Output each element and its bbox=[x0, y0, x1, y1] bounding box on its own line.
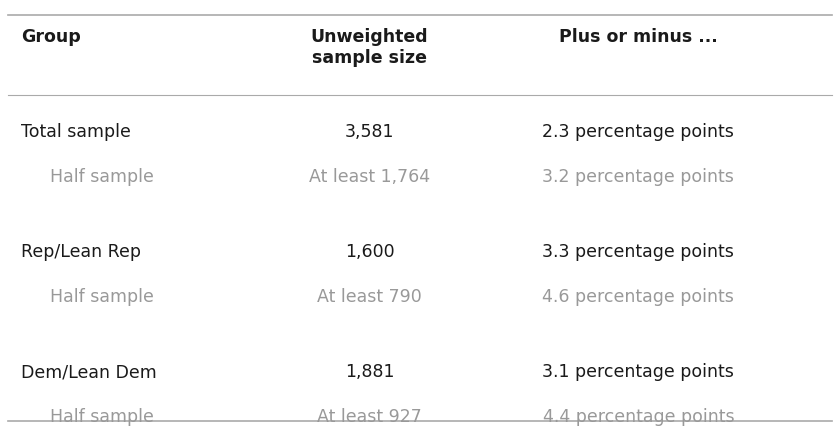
Text: At least 790: At least 790 bbox=[318, 288, 422, 306]
Text: Rep/Lean Rep: Rep/Lean Rep bbox=[21, 243, 141, 261]
Text: 1,600: 1,600 bbox=[344, 243, 395, 261]
Text: 4.4 percentage points: 4.4 percentage points bbox=[543, 408, 734, 427]
Text: 2.3 percentage points: 2.3 percentage points bbox=[543, 123, 734, 141]
Text: 3,581: 3,581 bbox=[345, 123, 394, 141]
Text: Unweighted
sample size: Unweighted sample size bbox=[311, 28, 428, 67]
Text: 3.3 percentage points: 3.3 percentage points bbox=[543, 243, 734, 261]
Text: 1,881: 1,881 bbox=[345, 363, 394, 381]
Text: 4.6 percentage points: 4.6 percentage points bbox=[543, 288, 734, 306]
Text: Plus or minus ...: Plus or minus ... bbox=[559, 28, 717, 46]
Text: At least 1,764: At least 1,764 bbox=[309, 168, 430, 186]
Text: Half sample: Half sample bbox=[50, 288, 155, 306]
Text: 3.2 percentage points: 3.2 percentage points bbox=[543, 168, 734, 186]
Text: Half sample: Half sample bbox=[50, 408, 155, 427]
Text: Total sample: Total sample bbox=[21, 123, 131, 141]
Text: Group: Group bbox=[21, 28, 81, 46]
Text: At least 927: At least 927 bbox=[318, 408, 422, 427]
Text: 3.1 percentage points: 3.1 percentage points bbox=[543, 363, 734, 381]
Text: Half sample: Half sample bbox=[50, 168, 155, 186]
Text: Dem/Lean Dem: Dem/Lean Dem bbox=[21, 363, 157, 381]
